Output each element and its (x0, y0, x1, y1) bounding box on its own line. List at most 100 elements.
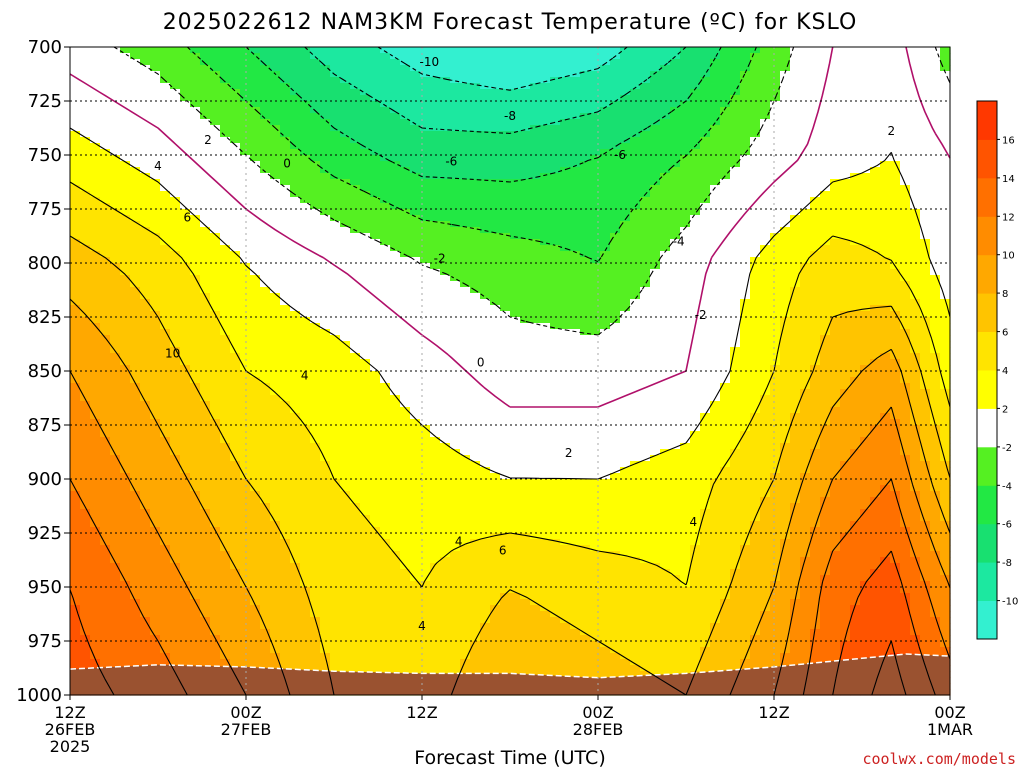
temperature-cell (330, 323, 341, 330)
temperature-cell (410, 527, 421, 534)
temperature-cell (470, 623, 481, 630)
temperature-cell (150, 575, 161, 582)
temperature-cell (340, 323, 351, 330)
temperature-cell (90, 473, 101, 480)
temperature-cell (130, 437, 141, 444)
temperature-cell (470, 317, 481, 324)
temperature-cell (160, 545, 171, 552)
temperature-cell (100, 395, 111, 402)
temperature-cell (480, 605, 491, 612)
temperature-cell (250, 365, 261, 372)
temperature-cell (150, 605, 161, 612)
temperature-cell (220, 443, 231, 450)
temperature-cell (240, 419, 251, 426)
temperature-cell (320, 635, 331, 642)
temperature-cell (430, 623, 441, 630)
temperature-cell (80, 287, 91, 294)
temperature-cell (230, 263, 241, 270)
temperature-cell (270, 221, 281, 228)
temperature-cell (220, 107, 231, 114)
temperature-cell (80, 131, 91, 138)
temperature-cell (430, 473, 441, 480)
temperature-cell (510, 497, 521, 504)
temperature-cell (100, 293, 111, 300)
temperature-cell (250, 467, 261, 474)
temperature-cell (360, 629, 371, 636)
temperature-cell (220, 293, 231, 300)
temperature-cell (330, 299, 341, 306)
temperature-cell (170, 527, 181, 534)
temperature-cell (410, 317, 421, 324)
temperature-cell (300, 107, 311, 114)
temperature-cell (110, 659, 121, 666)
temperature-cell (140, 479, 151, 486)
temperature-cell (450, 539, 461, 546)
temperature-cell (230, 221, 241, 228)
temperature-cell (440, 221, 451, 228)
temperature-cell (70, 107, 81, 114)
temperature-cell (320, 497, 331, 504)
temperature-cell (480, 569, 491, 576)
temperature-cell (410, 383, 421, 390)
temperature-cell (380, 647, 391, 654)
temperature-cell (520, 437, 531, 444)
temperature-cell (250, 635, 261, 642)
temperature-cell (390, 101, 401, 108)
temperature-cell (230, 485, 241, 492)
temperature-cell (150, 317, 161, 324)
temperature-cell (480, 323, 491, 330)
temperature-cell (420, 407, 431, 414)
temperature-cell (330, 77, 341, 84)
temperature-cell (110, 563, 121, 570)
temperature-cell (330, 137, 341, 144)
temperature-cell (480, 659, 491, 666)
temperature-cell (450, 581, 461, 588)
temperature-cell (470, 215, 481, 222)
temperature-cell (460, 131, 471, 138)
temperature-cell (320, 407, 331, 414)
temperature-cell (200, 149, 211, 156)
temperature-cell (480, 395, 491, 402)
temperature-cell (420, 281, 431, 288)
temperature-cell (170, 371, 181, 378)
temperature-cell (440, 185, 451, 192)
temperature-cell (230, 113, 241, 120)
temperature-cell (360, 491, 371, 498)
temperature-cell (490, 611, 501, 618)
temperature-cell (170, 245, 181, 252)
temperature-cell (190, 461, 201, 468)
temperature-cell (480, 563, 491, 570)
temperature-cell (110, 125, 121, 132)
temperature-cell (230, 401, 241, 408)
temperature-cell (480, 473, 491, 480)
temperature-cell (240, 83, 251, 90)
temperature-cell (450, 623, 461, 630)
temperature-cell (530, 47, 541, 54)
temperature-cell (240, 287, 251, 294)
temperature-cell (500, 587, 511, 594)
temperature-cell (280, 383, 291, 390)
temperature-cell (350, 263, 361, 270)
temperature-cell (160, 305, 171, 312)
temperature-cell (450, 479, 461, 486)
temperature-cell (270, 359, 281, 366)
temperature-cell (410, 107, 421, 114)
temperature-cell (100, 521, 111, 528)
temperature-cell (480, 539, 491, 546)
temperature-cell (260, 341, 271, 348)
temperature-cell (230, 179, 241, 186)
temperature-cell (250, 431, 261, 438)
temperature-cell (240, 257, 251, 264)
temperature-cell (110, 305, 121, 312)
temperature-cell (400, 449, 411, 456)
temperature-cell (480, 485, 491, 492)
temperature-cell (420, 599, 431, 606)
temperature-cell (390, 191, 401, 198)
temperature-cell (190, 371, 201, 378)
temperature-cell (470, 53, 481, 60)
temperature-cell (360, 485, 371, 492)
temperature-cell (120, 605, 131, 612)
temperature-cell (410, 659, 421, 666)
temperature-cell (500, 653, 511, 660)
temperature-cell (410, 509, 421, 516)
